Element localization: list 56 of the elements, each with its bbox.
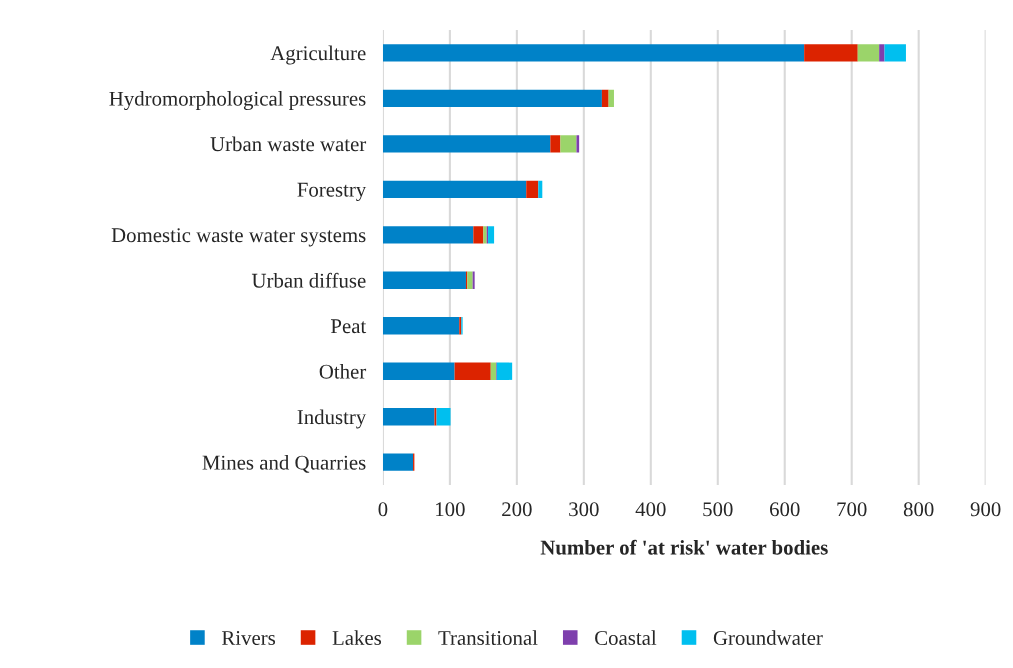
legend-label: Groundwater [713, 630, 823, 646]
legend-label: Lakes [332, 630, 382, 646]
bar [382, 362, 455, 380]
legend-label: Coastal [595, 630, 657, 646]
legend-label: Transitional [438, 630, 538, 646]
y-tick-label: Forestry [297, 182, 367, 201]
bar [382, 408, 435, 426]
x-tick-label: 300 [569, 502, 599, 517]
y-tick-label: Industry [297, 409, 367, 429]
bar [473, 226, 484, 244]
bar [496, 362, 513, 380]
bar [382, 135, 551, 153]
bar [576, 135, 580, 153]
bar [467, 271, 473, 289]
bar [382, 317, 460, 335]
y-tick-label: Agriculture [270, 45, 366, 65]
bar [454, 362, 491, 380]
bar [382, 180, 527, 198]
y-tick-label: Other [319, 364, 367, 379]
x-axis-title: Number of 'at risk' water bodies [540, 539, 828, 555]
x-tick-label: 0 [378, 502, 388, 517]
x-tick-label: 800 [903, 502, 934, 517]
x-tick-label: 500 [703, 502, 733, 517]
bar [382, 44, 805, 62]
bar [382, 453, 414, 471]
x-tick-label: 900 [970, 502, 1001, 517]
x-tick-label: 400 [635, 502, 666, 517]
bar [526, 180, 539, 198]
x-tick-label: 700 [837, 502, 867, 517]
bar [608, 89, 614, 107]
bar [857, 44, 880, 62]
legend-label: Rivers [221, 631, 276, 646]
bar [560, 135, 577, 153]
bar [436, 408, 451, 426]
bar [382, 89, 602, 107]
bar [884, 44, 906, 62]
bar [879, 44, 885, 62]
bar [434, 408, 437, 426]
bar [804, 44, 858, 62]
x-tick-label: 200 [502, 502, 532, 517]
bar [488, 226, 495, 244]
bar [601, 89, 609, 107]
x-tick-label: 100 [436, 502, 465, 517]
y-tick-label: Urban waste water [210, 136, 367, 152]
y-tick-label: Urban diffuse [251, 272, 366, 288]
x-tick-label: 600 [770, 502, 800, 517]
y-tick-label: Hydromorphological pressures [109, 91, 366, 111]
bar [382, 226, 474, 244]
bar [490, 362, 497, 380]
y-tick-label: Domestic waste water systems [111, 228, 366, 247]
bar [538, 180, 543, 198]
y-tick-label: Mines and Quarries [202, 454, 366, 473]
bar [382, 271, 466, 289]
y-tick-label: Peat [330, 319, 367, 334]
bar [472, 271, 475, 289]
bar [550, 135, 561, 153]
